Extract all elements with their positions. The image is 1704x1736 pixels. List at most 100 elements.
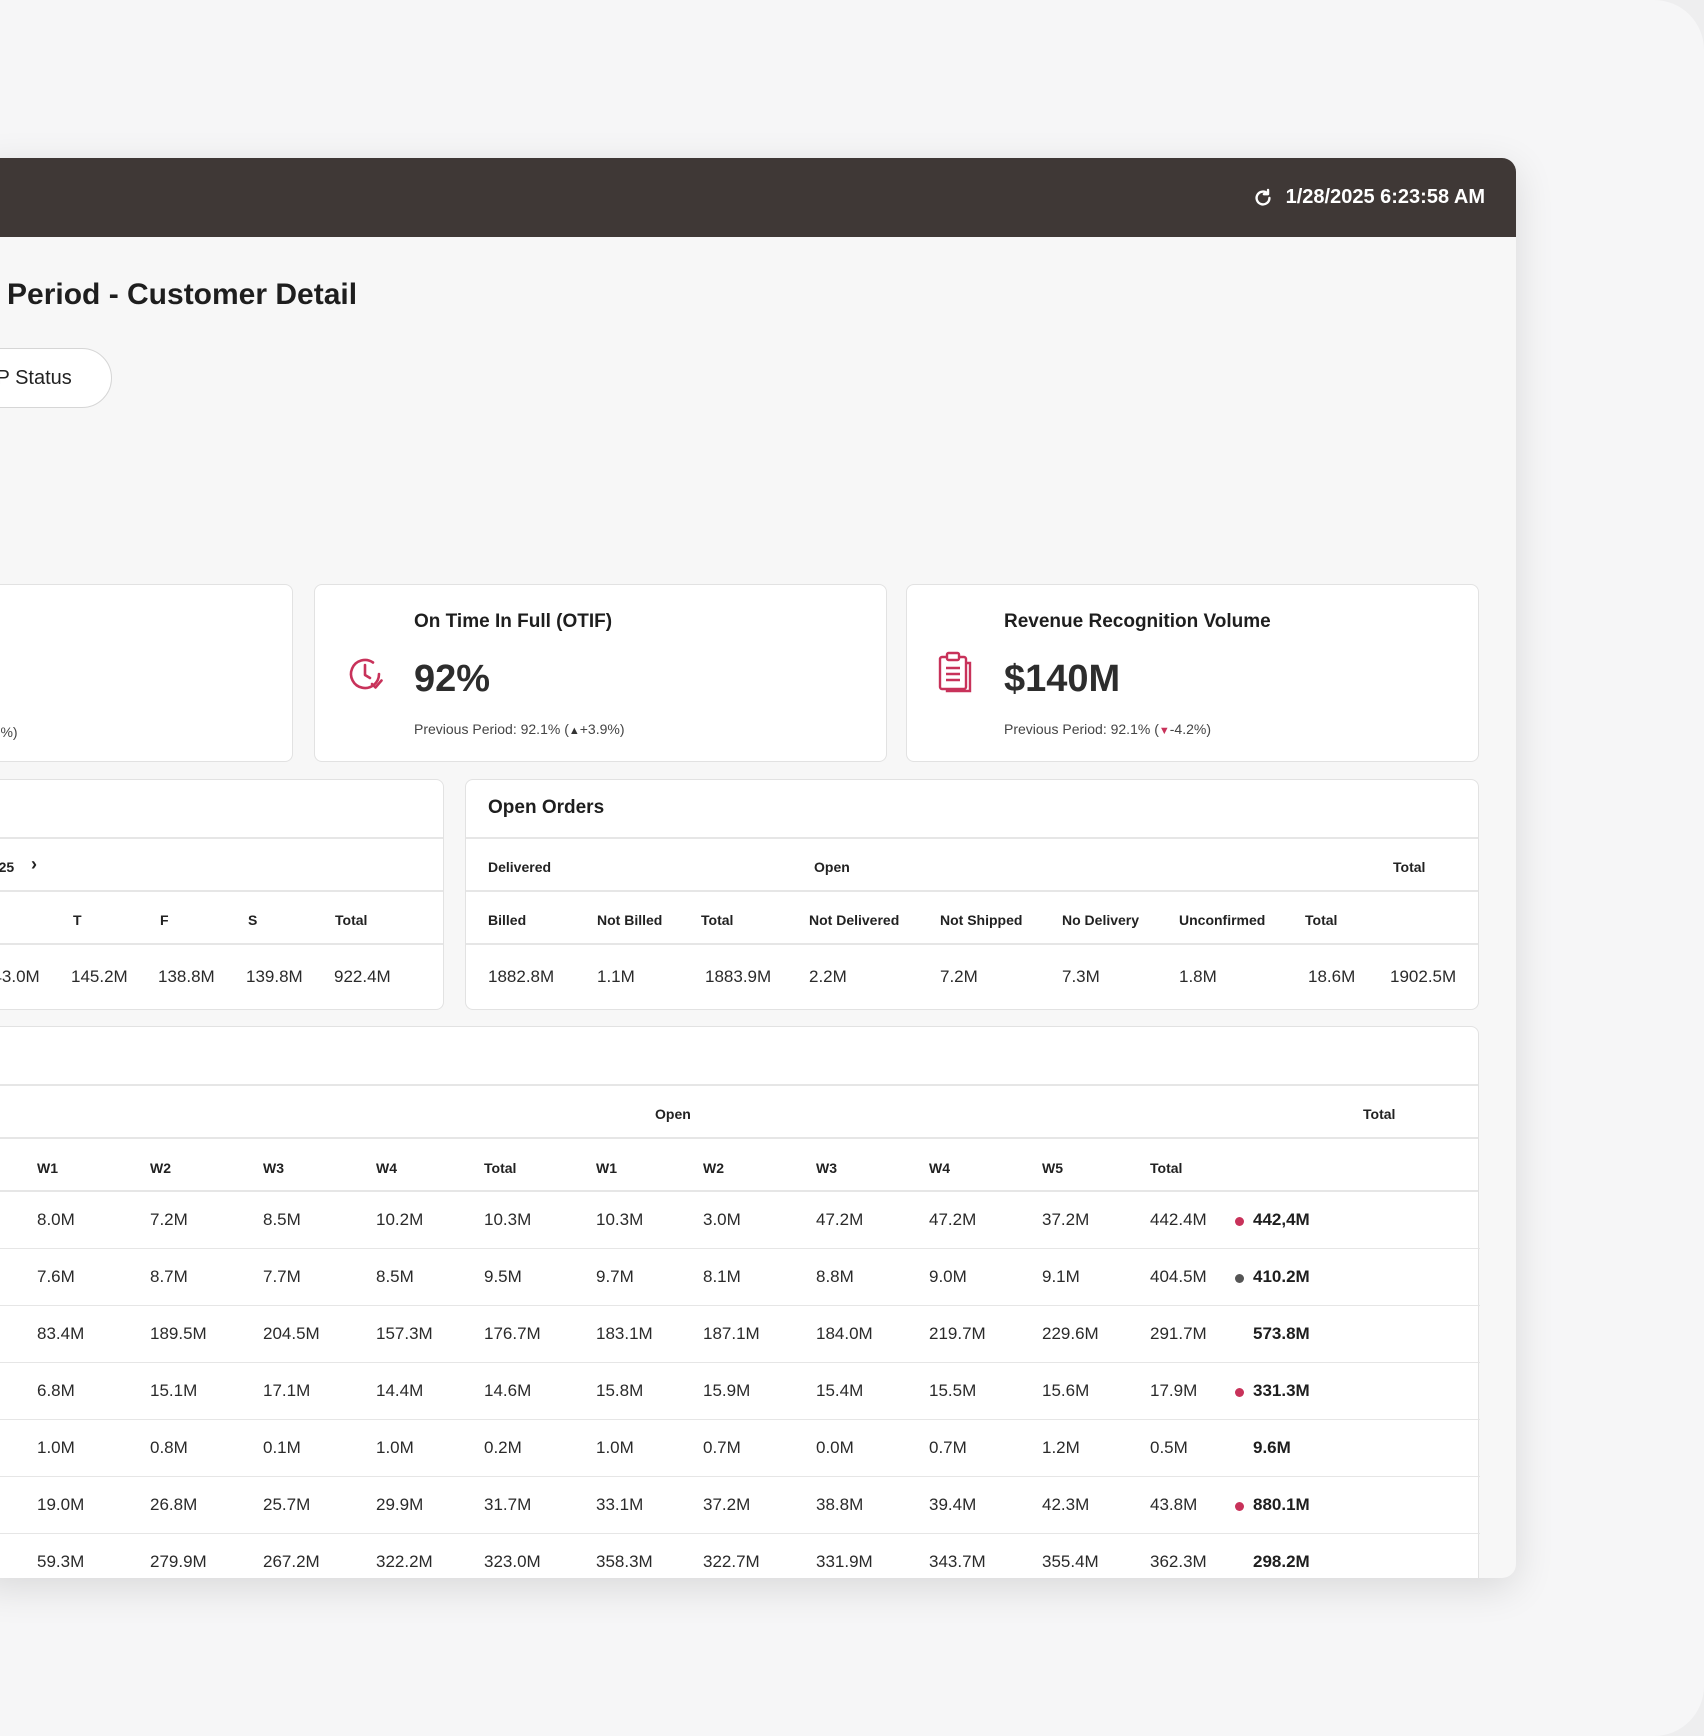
table-cell: 139.8M [246, 967, 303, 986]
table-cell: 10.2M [376, 1210, 424, 1229]
col-header: Total [1150, 1160, 1183, 1176]
divider [466, 890, 1478, 892]
col-header: Not Shipped [940, 912, 1023, 928]
table-cell: 358.3M [596, 1552, 653, 1571]
clock-check-icon [349, 658, 383, 690]
table-cell: 322.7M [703, 1552, 760, 1571]
row-total: 410.2M [1253, 1267, 1310, 1286]
kpi-card-otif: On Time In Full (OTIF) 92% Previous Peri… [314, 584, 887, 762]
trend-down-icon: ▼ [1158, 725, 1170, 737]
col-header: W4 [929, 1160, 950, 1176]
table-cell: 33.1M [596, 1495, 644, 1514]
col-header: Total [1305, 912, 1338, 928]
table-cell: 7.6M [37, 1267, 75, 1286]
table-cell: 442.4M [1150, 1210, 1207, 1229]
kpi-title: On Time In Full (OTIF) [414, 611, 613, 632]
table-cell: 145.2M [71, 967, 128, 986]
table-cell: 47.2M [929, 1210, 977, 1229]
table-cell: 8.8M [816, 1267, 854, 1286]
table-cell: 362.3M [1150, 1552, 1207, 1571]
table-cell: 0.0M [816, 1438, 854, 1457]
table-cell: 39.4M [929, 1495, 977, 1514]
table-cell: 204.5M [263, 1324, 320, 1343]
table-cell: 189.5M [150, 1324, 207, 1343]
col-header: Not Delivered [809, 912, 900, 928]
table-cell: 15.1M [150, 1381, 198, 1400]
table-row[interactable]: 1.0M 0.8M 0.1M 1.0M 0.2M 1.0M 0.7M 0.0M 0.7M 1.2M… [0, 1420, 1480, 1477]
table-cell: 279.9M [150, 1552, 207, 1571]
table-cell: 322.2M [376, 1552, 433, 1571]
table-cell: 1.0M [376, 1438, 414, 1457]
table-cell: 1.8M [1179, 967, 1217, 986]
col-header: F [160, 912, 169, 928]
table-row[interactable]: 59.3M 279.9M 267.2M 322.2M 323.0M 358.3M 322.7… [0, 1534, 1480, 1578]
table-cell: 176.7M [484, 1324, 541, 1343]
status-dot [1235, 1274, 1244, 1283]
table-cell: 1.2M [1042, 1438, 1080, 1457]
table-cell: 15.5M [929, 1381, 977, 1400]
table-row[interactable]: 6.8M 15.1M 17.1M 14.4M 14.6M 15.8M 15.9M 15.4M 1… [0, 1363, 1480, 1420]
table-cell: 59.3M [37, 1552, 85, 1571]
divider [0, 943, 443, 945]
row-total: 298.2M [1253, 1552, 1310, 1571]
table-cell: 14.6M [484, 1381, 532, 1400]
table-cell: 1882.8M [488, 967, 555, 986]
table-cell: 47.2M [816, 1210, 864, 1229]
table-cell: 0.1M [263, 1438, 301, 1457]
table-cell: 2.2M [809, 967, 847, 986]
col-header: Not Billed [597, 912, 663, 928]
divider [0, 1137, 1478, 1139]
table-cell: 10.3M [596, 1210, 644, 1229]
status-filter-label: OP Status [0, 366, 72, 389]
table-cell: 143.0M [0, 967, 40, 986]
status-filter-pill[interactable]: OP Status [0, 348, 112, 408]
table-cell: 9.7M [596, 1267, 634, 1286]
row-total: 880.1M [1253, 1495, 1310, 1514]
table-row[interactable]: 83.4M 189.5M 204.5M 157.3M 176.7M 183.1M 187.1… [0, 1306, 1480, 1363]
row-total: 573.8M [1253, 1324, 1310, 1343]
table-cell: 8.1M [703, 1267, 741, 1286]
divider [466, 837, 1478, 839]
table-cell: 42.3M [1042, 1495, 1090, 1514]
table-cell: 922.4M [334, 967, 391, 986]
table-cell: 19.0M [37, 1495, 85, 1514]
row-total: 9.6M [1253, 1438, 1291, 1457]
table-cell: 17.9M [1150, 1381, 1198, 1400]
table-row[interactable]: 7.6M 8.7M 7.7M 8.5M 9.5M 9.7M 8.1M 8.8M 9.0M 9.1M… [0, 1249, 1480, 1306]
table-cell: 25.7M [263, 1495, 311, 1514]
table-cell: 29.9M [376, 1495, 424, 1514]
table-cell: 10.3M [484, 1210, 532, 1229]
table-row[interactable]: 19.0M 26.8M 25.7M 29.9M 31.7M 33.1M 37.2M 38.8M… [0, 1477, 1480, 1534]
col-header: W3 [263, 1160, 284, 1176]
table-cell: 0.7M [929, 1438, 967, 1457]
divider [0, 837, 443, 839]
table-cell: 15.9M [703, 1381, 751, 1400]
refresh-button[interactable]: 1/28/2025 6:23:58 AM [1252, 186, 1485, 209]
table-row[interactable]: 8.0M 7.2M 8.5M 10.2M 10.3M 10.3M 3.0M 47.2M 47.2… [0, 1192, 1480, 1249]
table-cell: 343.7M [929, 1552, 986, 1571]
clipboard-icon [938, 651, 972, 693]
last-refresh-time: 1/28/2025 6:23:58 AM [1285, 186, 1485, 208]
kpi-previous-period: Previous Period: 92.1% (▲+3.9%) [414, 721, 625, 737]
col-header: W1 [37, 1160, 58, 1176]
table-cell: 43.8M [1150, 1495, 1198, 1514]
kpi-value: $140M [1004, 658, 1121, 700]
open-orders-title: Open Orders [488, 797, 605, 818]
trend-up-icon: ▲ [568, 725, 580, 737]
status-dot [1235, 1388, 1244, 1397]
table-cell: 183.1M [596, 1324, 653, 1343]
table-cell: 83.4M [37, 1324, 85, 1343]
table-cell: 15.8M [596, 1381, 644, 1400]
table-cell: 3.0M [703, 1210, 741, 1229]
col-header: Unconfirmed [1179, 912, 1266, 928]
open-orders-card: Open Orders Delivered Open Total Billed … [465, 779, 1479, 1010]
chevron-right-icon[interactable]: › [31, 854, 37, 874]
top-bar: 1/28/2025 6:23:58 AM [0, 158, 1516, 237]
table-cell: 157.3M [376, 1324, 433, 1343]
col-header: No Delivery [1062, 912, 1140, 928]
table-cell: 219.7M [929, 1324, 986, 1343]
table-cell: 9.1M [1042, 1267, 1080, 1286]
table-cell: 7.2M [150, 1210, 188, 1229]
table-cell: 323.0M [484, 1552, 541, 1571]
table-cell: 355.4M [1042, 1552, 1099, 1571]
